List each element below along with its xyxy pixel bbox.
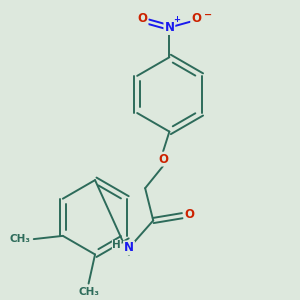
Text: N: N [164, 21, 174, 34]
Text: O: O [138, 12, 148, 25]
Text: CH₃: CH₃ [78, 287, 99, 297]
Text: O: O [158, 153, 168, 166]
Text: +: + [173, 15, 180, 24]
Text: O: O [184, 208, 194, 220]
Text: O: O [191, 12, 201, 25]
Text: −: − [204, 10, 212, 20]
Text: N: N [124, 242, 134, 254]
Text: H: H [112, 240, 121, 250]
Text: CH₃: CH₃ [10, 234, 31, 244]
